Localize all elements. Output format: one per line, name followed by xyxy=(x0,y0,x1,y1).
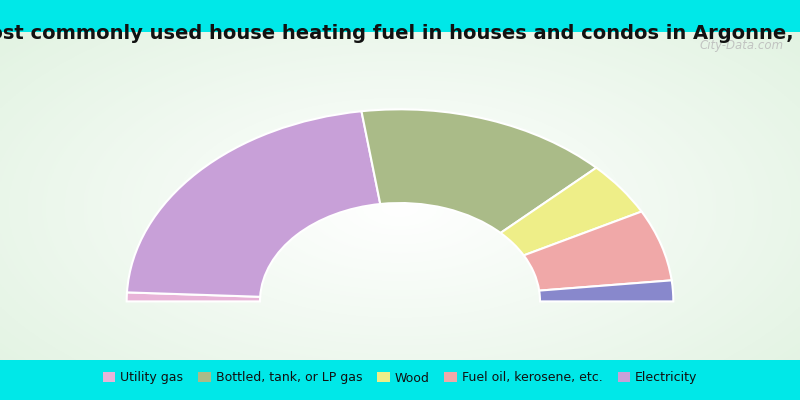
Wedge shape xyxy=(127,111,380,297)
Text: Most commonly used house heating fuel in houses and condos in Argonne, WI: Most commonly used house heating fuel in… xyxy=(0,24,800,43)
Wedge shape xyxy=(501,168,642,255)
Legend: Utility gas, Bottled, tank, or LP gas, Wood, Fuel oil, kerosene, etc., Electrici: Utility gas, Bottled, tank, or LP gas, W… xyxy=(98,366,702,390)
Wedge shape xyxy=(539,280,674,302)
Wedge shape xyxy=(362,109,596,233)
Wedge shape xyxy=(524,212,672,291)
Text: City-Data.com: City-Data.com xyxy=(700,38,784,52)
Wedge shape xyxy=(126,292,260,302)
